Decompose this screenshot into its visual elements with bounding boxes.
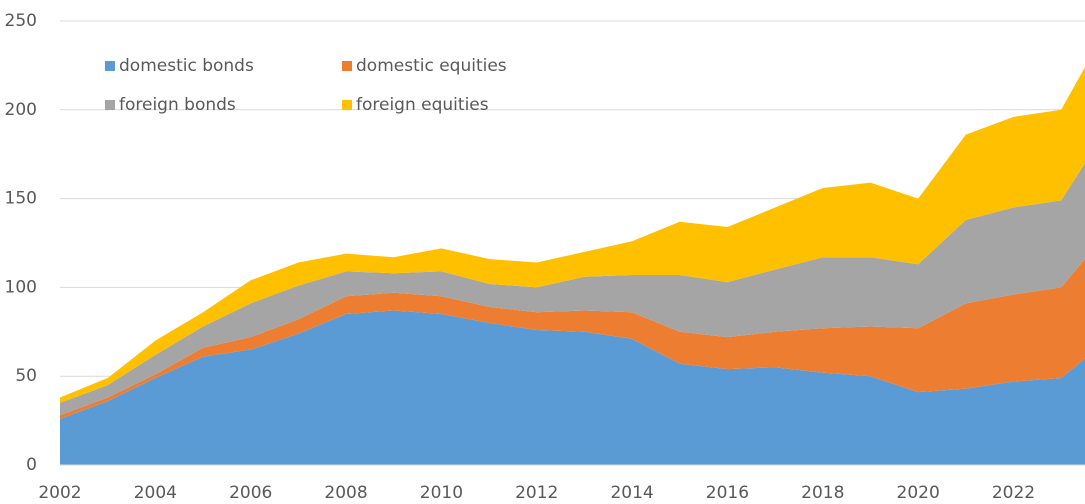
- legend-swatch: [342, 61, 352, 71]
- area: [60, 67, 1085, 403]
- legend-swatch: [105, 100, 115, 110]
- area: [60, 310, 1085, 465]
- x-tick-label: 2002: [38, 483, 81, 503]
- x-tick-label: 2006: [229, 483, 272, 503]
- y-tick-label: 100: [5, 277, 37, 297]
- legend-label: domestic bonds: [119, 56, 254, 76]
- legend-swatch: [105, 61, 115, 71]
- legend-swatch: [342, 100, 352, 110]
- legend-label: domestic equities: [356, 56, 507, 76]
- y-tick-label: 200: [5, 100, 37, 120]
- y-tick-label: 0: [26, 455, 37, 475]
- legend-label: foreign equities: [356, 95, 489, 115]
- y-tick-label: 50: [15, 366, 37, 386]
- x-tick-label: 2008: [324, 483, 367, 503]
- x-tick-label: 2012: [515, 483, 558, 503]
- x-tick-label: 2016: [706, 483, 749, 503]
- y-tick-label: 150: [5, 189, 37, 209]
- area: [60, 258, 1085, 419]
- x-tick-label: 2014: [610, 483, 653, 503]
- x-tick-label: 2010: [420, 483, 463, 503]
- x-tick-label: 2018: [801, 483, 844, 503]
- x-tick-label: 2022: [992, 483, 1035, 503]
- area: [60, 163, 1085, 416]
- legend-label: foreign bonds: [119, 95, 236, 115]
- x-tick-label: 2020: [897, 483, 940, 503]
- y-tick-label: 250: [5, 11, 37, 31]
- x-tick-label: 2004: [134, 483, 177, 503]
